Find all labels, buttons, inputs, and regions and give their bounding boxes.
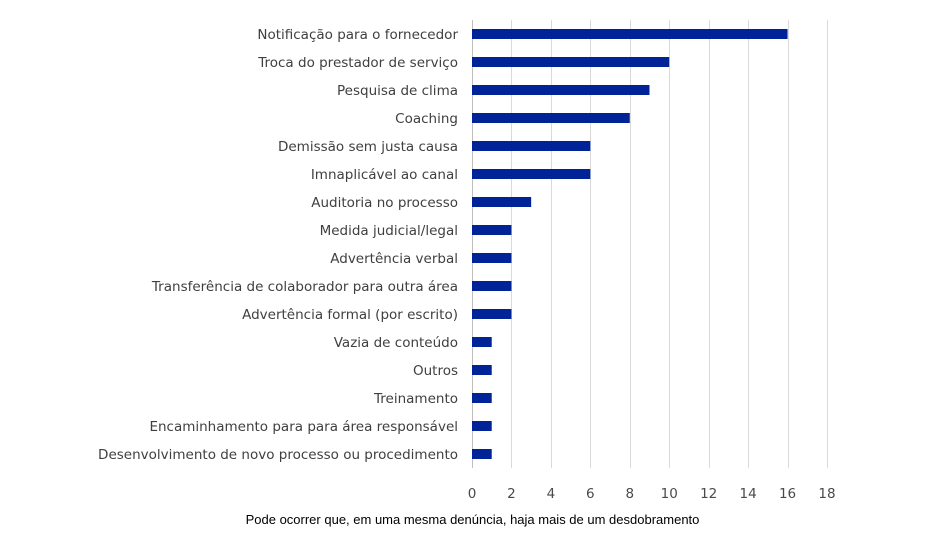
bar xyxy=(472,225,512,235)
x-tick-label: 14 xyxy=(740,486,757,502)
x-tick-label: 18 xyxy=(818,486,835,502)
bar xyxy=(472,449,492,459)
bar xyxy=(472,421,492,431)
x-tick-label: 8 xyxy=(625,486,634,502)
category-label: Pesquisa de clima xyxy=(337,83,458,99)
category-label: Treinamento xyxy=(373,391,458,407)
category-label: Outros xyxy=(413,363,458,379)
category-label: Advertência formal (por escrito) xyxy=(242,307,458,323)
chart-footnote: Pode ocorrer que, em uma mesma denúncia,… xyxy=(245,512,700,527)
category-label: Demissão sem justa causa xyxy=(278,139,458,155)
bar xyxy=(472,29,788,39)
x-tick-label: 16 xyxy=(779,486,796,502)
bar xyxy=(472,393,492,403)
bars xyxy=(472,29,788,459)
category-label: Encaminhamento para para área responsáve… xyxy=(149,419,458,435)
category-label: Imnaplicável ao canal xyxy=(311,167,458,183)
bar xyxy=(472,309,512,319)
bar xyxy=(472,365,492,375)
bar-chart: Notificação para o fornecedor Troca do pr… xyxy=(98,20,836,502)
bar xyxy=(472,337,492,347)
category-label: Transferência de colaborador para outra … xyxy=(151,279,458,295)
bar xyxy=(472,113,630,123)
category-label: Notificação para o fornecedor xyxy=(257,27,458,43)
x-tick-label: 12 xyxy=(700,486,717,502)
category-label: Coaching xyxy=(395,111,458,127)
x-tick-label: 6 xyxy=(586,486,595,502)
category-labels: Notificação para o fornecedor Troca do pr… xyxy=(98,27,458,463)
bar xyxy=(472,57,670,67)
x-tick-label: 10 xyxy=(661,486,678,502)
x-tick-label: 0 xyxy=(468,486,477,502)
bar xyxy=(472,253,512,263)
x-tick-label: 2 xyxy=(507,486,516,502)
category-label: Vazia de conteúdo xyxy=(334,335,458,351)
bar xyxy=(472,169,591,179)
category-label: Advertência verbal xyxy=(330,251,458,267)
category-label: Troca do prestador de serviço xyxy=(257,55,458,71)
x-tick-labels: 0 2 4 6 8 10 12 14 16 18 xyxy=(468,486,836,502)
bar xyxy=(472,281,512,291)
bar xyxy=(472,85,650,95)
category-label: Desenvolvimento de novo processo ou proc… xyxy=(98,447,458,463)
category-label: Medida judicial/legal xyxy=(320,223,458,239)
x-tick-label: 4 xyxy=(547,486,556,502)
bar xyxy=(472,197,532,207)
category-label: Auditoria no processo xyxy=(311,195,458,211)
bar xyxy=(472,141,591,151)
